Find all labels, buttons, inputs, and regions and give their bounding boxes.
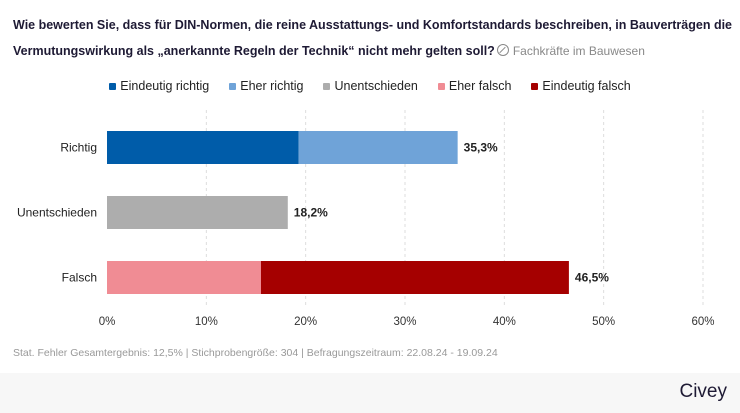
legend-item[interactable]: Eher richtig	[229, 79, 303, 93]
chart-title: Wie bewerten Sie, dass für DIN-Normen, d…	[13, 18, 733, 58]
legend-item[interactable]: Eindeutig falsch	[531, 79, 631, 93]
audience-tag[interactable]: Fachkräfte im Bauwesen	[496, 44, 645, 58]
category-label: Richtig	[60, 141, 97, 155]
x-tick-label: 0%	[99, 316, 116, 328]
category-label: Unentschieden	[17, 206, 97, 220]
x-tick-label: 50%	[592, 316, 615, 328]
x-tick-label: 30%	[393, 316, 416, 328]
x-tick-label: 20%	[294, 316, 317, 328]
legend: Eindeutig richtig Eher richtig Unentschied…	[0, 79, 740, 93]
audience-icon	[496, 44, 509, 56]
legend-label: Eindeutig falsch	[542, 79, 631, 93]
legend-item[interactable]: Unentschieden	[323, 79, 418, 93]
bar-chart: 0% 10% 20% 30% 40% 50% 60% Richtig 35,3% Unentsch…	[17, 110, 715, 328]
footer-stats: Stat. Fehler Gesamtergebnis: 12,5% | Sti…	[13, 347, 498, 359]
total-label: 18,2%	[294, 206, 328, 220]
civey-logo[interactable]: Civey	[679, 381, 727, 402]
legend-swatch	[323, 83, 331, 90]
x-tick-label: 10%	[195, 316, 218, 328]
legend-swatch	[229, 83, 237, 90]
legend-swatch	[437, 83, 445, 90]
total-label: 35,3%	[464, 141, 498, 155]
bar-segment[interactable]	[298, 131, 458, 164]
legend-label: Eindeutig richtig	[120, 79, 210, 93]
bar-segment[interactable]	[107, 131, 299, 164]
legend-swatch	[531, 83, 539, 90]
x-tick-label: 60%	[691, 316, 714, 328]
legend-label: Eher richtig	[240, 79, 304, 93]
total-label: 46,5%	[575, 271, 609, 285]
legend-swatch	[109, 83, 117, 90]
bar-segment[interactable]	[107, 196, 288, 229]
legend-item[interactable]: Eher falsch	[437, 79, 512, 93]
bar-segment[interactable]	[260, 261, 569, 294]
legend-item[interactable]: Eindeutig richtig	[109, 79, 209, 93]
category-label: Falsch	[62, 271, 97, 285]
footer-band: Civey	[0, 373, 740, 413]
legend-label: Unentschieden	[334, 79, 418, 93]
bar-segment[interactable]	[107, 261, 261, 294]
legend-label: Eher falsch	[448, 79, 512, 93]
x-tick-label: 40%	[493, 316, 516, 328]
